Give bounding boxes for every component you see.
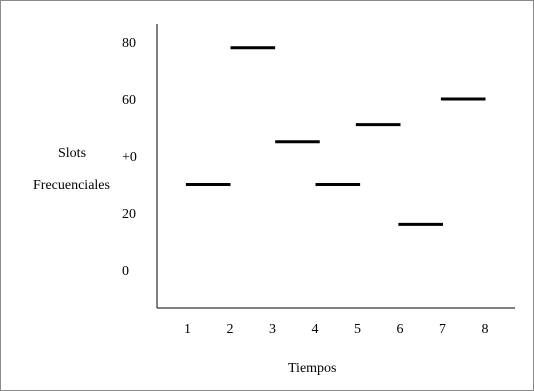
y-tick-label: 20 xyxy=(122,207,136,222)
y-tick-label: 0 xyxy=(122,264,129,279)
y-axis-label-line2: Frecuenciales xyxy=(33,178,110,193)
x-tick-labels: 1 2 3 4 5 6 7 8 xyxy=(184,322,489,337)
y-tick-label: 60 xyxy=(122,93,136,108)
x-tick-label: 5 xyxy=(354,322,361,337)
x-tick-label: 4 xyxy=(312,322,319,337)
y-tick-label: 80 xyxy=(122,36,136,51)
x-axis-label: Tiempos xyxy=(288,361,337,376)
y-axis-label-line1: Slots xyxy=(58,146,86,161)
x-tick-label: 7 xyxy=(439,322,446,337)
x-tick-label: 1 xyxy=(184,322,191,337)
x-tick-label: 2 xyxy=(227,322,234,337)
x-tick-label: 3 xyxy=(269,322,276,337)
x-tick-label: 8 xyxy=(482,322,489,337)
y-tick-label: +0 xyxy=(122,150,137,165)
data-segments xyxy=(185,46,486,226)
y-tick-labels: 80 60 +0 20 0 xyxy=(122,36,137,279)
x-tick-label: 6 xyxy=(397,322,404,337)
